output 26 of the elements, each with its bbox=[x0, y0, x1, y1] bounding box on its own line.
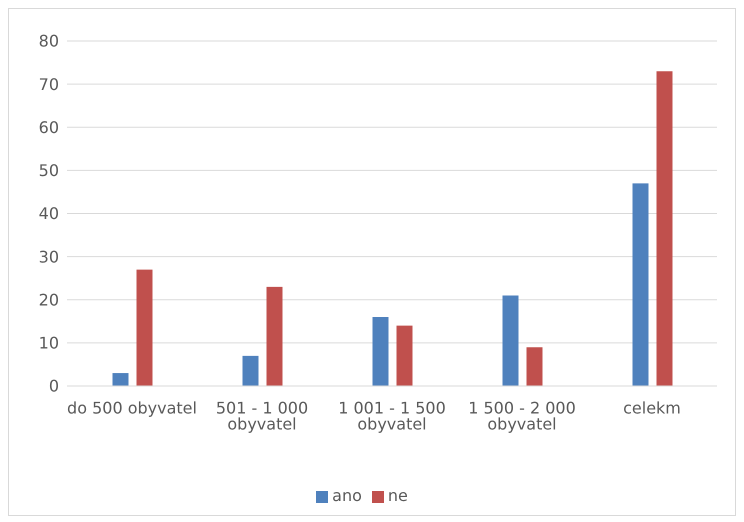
x-tick-label: 1 001 - 1 500 obyvatel bbox=[338, 398, 446, 434]
bar bbox=[526, 347, 542, 386]
bar bbox=[396, 326, 412, 386]
bar bbox=[632, 183, 648, 386]
y-tick-label: 40 bbox=[38, 204, 59, 224]
y-tick-label: 30 bbox=[38, 247, 59, 266]
bar bbox=[266, 286, 282, 386]
x-tick-label: 501 - 1 000 obyvatel bbox=[216, 398, 308, 434]
x-tick-label: do 500 obyvatel bbox=[67, 398, 197, 418]
y-tick-label: 70 bbox=[38, 74, 59, 94]
bar bbox=[656, 71, 672, 386]
y-tick-label: 50 bbox=[38, 161, 59, 180]
bar bbox=[136, 270, 152, 386]
bar bbox=[502, 295, 518, 386]
legend-label: ano bbox=[332, 486, 362, 505]
x-tick-label: 1 500 - 2 000 obyvatel bbox=[468, 398, 576, 434]
x-tick-label: celekm bbox=[623, 398, 681, 418]
y-tick-label: 60 bbox=[38, 118, 59, 137]
y-tick-label: 10 bbox=[38, 334, 59, 353]
bar bbox=[372, 317, 388, 386]
y-tick-label: 0 bbox=[48, 376, 59, 396]
legend-label: ne bbox=[388, 486, 408, 505]
bar bbox=[242, 356, 258, 386]
bar bbox=[112, 373, 128, 386]
y-tick-label: 80 bbox=[38, 32, 59, 51]
y-tick-label: 20 bbox=[38, 290, 59, 310]
